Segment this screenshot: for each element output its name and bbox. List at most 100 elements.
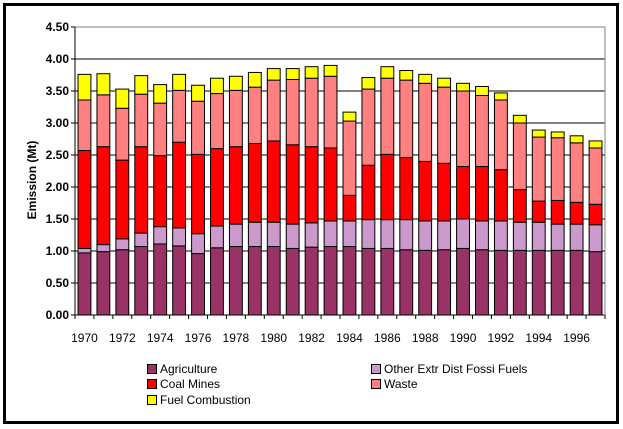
bar-stack-1981 xyxy=(285,68,300,316)
bar-segment-coal-mines xyxy=(172,141,187,229)
bar-segment-agriculture xyxy=(588,251,603,316)
bar-segment-waste xyxy=(456,90,470,168)
bar-segment-fuel-combustion xyxy=(475,86,489,96)
bar-segment-other-extr-dist-fossil-fuels xyxy=(437,220,452,251)
bar-segment-waste xyxy=(304,77,319,148)
bar-stack-1980 xyxy=(266,68,281,316)
y-tick-label: 0.00 xyxy=(46,308,70,322)
bar-segment-fuel-combustion xyxy=(304,66,319,79)
bar-segment-waste xyxy=(247,86,262,144)
bar-segment-other-extr-dist-fossil-fuels xyxy=(550,223,565,251)
bar-segment-coal-mines xyxy=(342,194,357,222)
bar-segment-waste xyxy=(399,79,414,159)
bar-segment-waste xyxy=(228,89,243,148)
bar-segment-agriculture xyxy=(266,246,281,316)
bar-stack-1976 xyxy=(191,84,205,316)
bar-segment-agriculture xyxy=(531,249,546,316)
bar-segment-waste xyxy=(550,137,565,201)
bar-segment-coal-mines xyxy=(304,146,319,224)
y-tick-label: 1.00 xyxy=(46,244,70,258)
bar-segment-coal-mines xyxy=(96,146,111,246)
bar-segment-fuel-combustion xyxy=(228,75,243,91)
bar-segment-waste xyxy=(361,88,376,166)
x-tick-label: 1970 xyxy=(71,331,98,345)
bar-segment-waste xyxy=(77,99,92,152)
bar-segment-other-extr-dist-fossil-fuels xyxy=(77,247,92,254)
bar-stack-1996 xyxy=(569,135,584,316)
bar-segment-agriculture xyxy=(77,252,92,316)
bar-segment-coal-mines xyxy=(247,142,262,223)
bar-segment-other-extr-dist-fossil-fuels xyxy=(285,223,300,249)
bar-segment-coal-mines xyxy=(134,146,149,234)
bar-segment-agriculture xyxy=(323,246,338,316)
bar-segment-waste xyxy=(380,77,395,155)
legend-label: Other Extr Dist Fossi Fuels xyxy=(384,362,528,376)
bar-segment-fuel-combustion xyxy=(512,114,527,124)
bar-segment-waste xyxy=(96,94,111,148)
bar-segment-agriculture xyxy=(569,249,584,316)
bar-segment-other-extr-dist-fossil-fuels xyxy=(266,221,281,248)
bar-segment-other-extr-dist-fossil-fuels xyxy=(247,221,262,248)
bar-segment-fuel-combustion xyxy=(191,84,205,102)
bar-segment-coal-mines xyxy=(361,164,376,221)
bar-segment-fuel-combustion xyxy=(134,75,149,95)
bar-segment-agriculture xyxy=(437,249,452,316)
bar-segment-fuel-combustion xyxy=(399,70,414,81)
bar-stack-1991 xyxy=(475,86,489,316)
bar-segment-coal-mines xyxy=(456,166,470,220)
legend-label: Fuel Combustion xyxy=(160,393,251,407)
bar-segment-fuel-combustion xyxy=(96,73,111,96)
bar-segment-waste xyxy=(210,93,224,150)
bar-segment-other-extr-dist-fossil-fuels xyxy=(493,220,508,251)
bar-segment-coal-mines xyxy=(399,157,414,221)
bar-stack-1994 xyxy=(531,129,546,316)
bar-segment-fuel-combustion xyxy=(115,88,130,109)
bar-stack-1972 xyxy=(115,88,130,316)
bar-stack-1970 xyxy=(77,73,92,316)
bar-segment-waste xyxy=(115,107,130,161)
y-tick-label: 1.50 xyxy=(46,212,70,226)
x-tick-label: 1996 xyxy=(563,331,590,345)
bar-segment-coal-mines xyxy=(115,159,130,240)
legend-swatch-other-extr xyxy=(371,364,381,374)
bar-segment-coal-mines xyxy=(531,200,546,223)
bar-segment-coal-mines xyxy=(228,146,243,225)
y-tick-labels: 0.00 0.50 1.00 1.50 2.00 2.50 3.00 3.50 4.00 4.50 xyxy=(46,20,75,322)
bar-segment-agriculture xyxy=(134,246,149,316)
bar-segment-other-extr-dist-fossil-fuels xyxy=(323,220,338,248)
legend-label: Coal Mines xyxy=(160,377,221,391)
bar-segment-agriculture xyxy=(304,246,319,316)
bar-stack-1984 xyxy=(342,111,357,316)
x-tick-label: 1978 xyxy=(223,331,250,345)
bar-segment-agriculture xyxy=(228,246,243,316)
bar-segment-coal-mines xyxy=(418,160,433,222)
x-tick-label: 1980 xyxy=(260,331,287,345)
bar-segment-other-extr-dist-fossil-fuels xyxy=(361,219,376,249)
bar-segment-waste xyxy=(588,147,603,205)
bar-segment-fuel-combustion xyxy=(361,77,376,90)
bar-segment-coal-mines xyxy=(493,169,508,222)
bar-segment-waste xyxy=(266,79,281,142)
bar-segment-other-extr-dist-fossil-fuels xyxy=(456,218,470,249)
bar-segment-other-extr-dist-fossil-fuels xyxy=(380,219,395,249)
bar-segment-coal-mines xyxy=(380,153,395,221)
bar-segment-other-extr-dist-fossil-fuels xyxy=(115,238,130,251)
bar-segment-coal-mines xyxy=(285,144,300,225)
bar-segment-waste xyxy=(172,89,187,143)
bar-segment-waste xyxy=(512,122,527,191)
x-tick-label: 1984 xyxy=(336,331,363,345)
bar-segment-agriculture xyxy=(493,249,508,316)
bar-segment-agriculture xyxy=(191,253,205,316)
bar-stack-1983 xyxy=(323,64,338,316)
y-axis-label: Emission (Mt) xyxy=(25,141,39,220)
legend-item-coal-mines: Coal Mines xyxy=(147,377,220,391)
bar-segment-other-extr-dist-fossil-fuels xyxy=(172,227,187,247)
bar-stack-1985 xyxy=(361,77,376,316)
bar-segment-fuel-combustion xyxy=(172,73,187,91)
bar-segment-coal-mines xyxy=(266,140,281,223)
bar-stack-1993 xyxy=(512,114,527,316)
bar-segment-coal-mines xyxy=(512,189,527,223)
legend-label: Waste xyxy=(384,377,418,391)
bar-segment-agriculture xyxy=(115,249,130,316)
